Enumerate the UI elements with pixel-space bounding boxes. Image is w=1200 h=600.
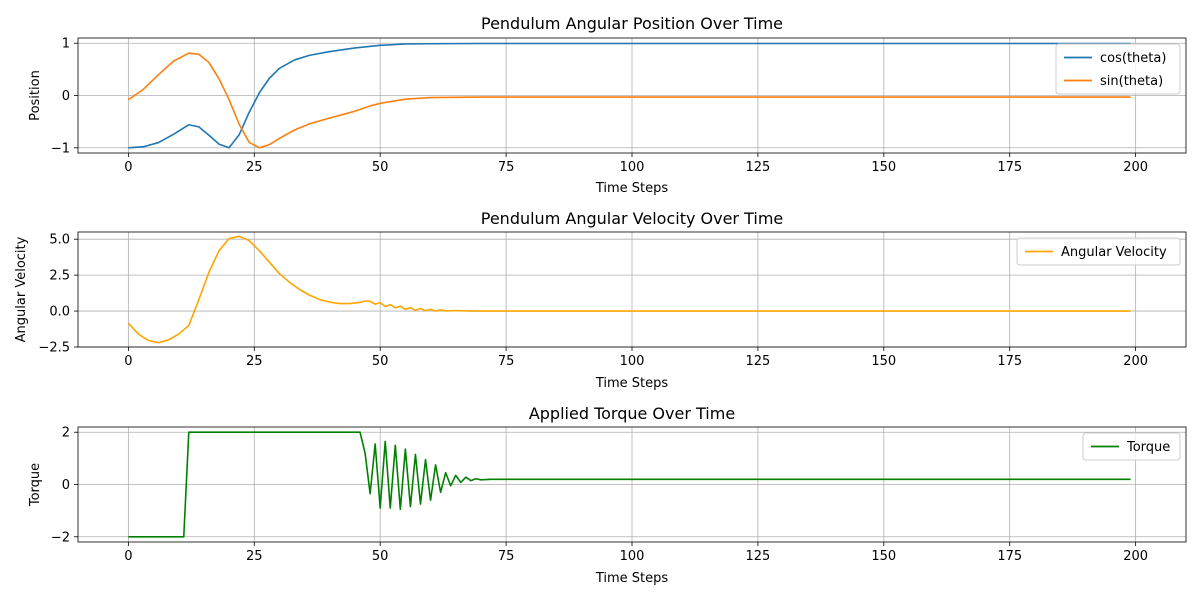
x-tick-label: 0 bbox=[124, 354, 132, 369]
x-tick-label: 150 bbox=[871, 160, 896, 175]
torque-chart-panel: 0 25 50 75 100 125 150 175 200 −2 0 2 Torque Applied… bbox=[28, 404, 1187, 586]
x-tick-label: 0 bbox=[124, 160, 132, 175]
x-tick-label: 175 bbox=[997, 354, 1022, 369]
y-axis-label: Angular Velocity bbox=[14, 236, 29, 342]
x-tick-label: 100 bbox=[620, 354, 645, 369]
x-tick-label: 200 bbox=[1123, 354, 1148, 369]
x-axis-label: Time Steps bbox=[595, 181, 669, 196]
x-tick-label: 50 bbox=[372, 549, 389, 564]
x-tick-label: 175 bbox=[997, 160, 1022, 175]
x-tick-label: 75 bbox=[498, 354, 515, 369]
x-tick-label: 50 bbox=[372, 354, 389, 369]
x-tick-label: 100 bbox=[620, 549, 645, 564]
x-tick-label: 75 bbox=[498, 160, 515, 175]
x-tick-label: 175 bbox=[997, 549, 1022, 564]
x-tick-label: 25 bbox=[246, 549, 263, 564]
x-tick-label: 200 bbox=[1123, 160, 1148, 175]
chart-title: Pendulum Angular Position Over Time bbox=[481, 14, 783, 33]
x-axis-label: Time Steps bbox=[595, 376, 669, 391]
x-tick-label: 75 bbox=[498, 549, 515, 564]
x-tick-label: 100 bbox=[620, 160, 645, 175]
y-axis-label: Position bbox=[28, 70, 43, 121]
legend-frame bbox=[1016, 237, 1181, 266]
y-axis-label: Torque bbox=[28, 463, 43, 507]
y-tick-label: 0 bbox=[62, 478, 70, 493]
legend-label: Torque bbox=[1126, 440, 1170, 455]
chart-title: Pendulum Angular Velocity Over Time bbox=[481, 209, 784, 228]
y-tick-label: −2 bbox=[51, 530, 70, 545]
x-tick-label: 150 bbox=[871, 549, 896, 564]
legend-frame bbox=[1082, 432, 1181, 461]
legend-label: cos(theta) bbox=[1100, 51, 1166, 66]
y-tick-label: 2 bbox=[62, 426, 70, 441]
x-axis-label: Time Steps bbox=[595, 571, 669, 586]
plot-area: 0 25 50 75 100 125 150 175 200 −2.5 0.0 2.5 5.0 Angul… bbox=[38, 231, 1187, 369]
y-tick-label: 5.0 bbox=[49, 233, 70, 248]
y-tick-label: −1 bbox=[51, 141, 70, 156]
legend-label: Angular Velocity bbox=[1061, 245, 1167, 260]
y-tick-label: 2.5 bbox=[49, 269, 70, 284]
x-tick-label: 50 bbox=[372, 160, 389, 175]
legend: cos(theta) sin(theta) bbox=[1055, 43, 1181, 95]
x-tick-label: 25 bbox=[246, 160, 263, 175]
legend: Torque bbox=[1082, 432, 1181, 461]
y-tick-label: −2.5 bbox=[38, 341, 70, 356]
series-line bbox=[127, 235, 1131, 344]
velocity-chart-panel: 0 25 50 75 100 125 150 175 200 −2.5 0.0 2.5 5.0 Angul… bbox=[14, 209, 1187, 391]
x-tick-label: 125 bbox=[745, 160, 770, 175]
legend: Angular Velocity bbox=[1016, 237, 1181, 266]
x-tick-label: 125 bbox=[745, 549, 770, 564]
position-chart-panel: 0 25 50 75 100 125 150 175 200 −1 0 1 cos(theta) sin(… bbox=[28, 14, 1187, 196]
y-tick-label: 1 bbox=[62, 37, 70, 52]
y-tick-label: 0 bbox=[62, 89, 70, 104]
plot-area: 0 25 50 75 100 125 150 175 200 −2 0 2 Torque bbox=[51, 426, 1187, 564]
x-tick-label: 25 bbox=[246, 354, 263, 369]
chart-title: Applied Torque Over Time bbox=[529, 404, 735, 423]
series-line bbox=[128, 42, 1131, 149]
x-tick-label: 125 bbox=[745, 354, 770, 369]
legend-frame bbox=[1055, 43, 1181, 95]
y-tick-label: 0.0 bbox=[49, 305, 70, 320]
x-tick-label: 150 bbox=[871, 354, 896, 369]
series-line bbox=[127, 52, 1131, 149]
x-tick-label: 200 bbox=[1123, 549, 1148, 564]
legend-label: sin(theta) bbox=[1100, 74, 1163, 89]
series-line bbox=[128, 431, 1131, 538]
x-tick-label: 0 bbox=[124, 549, 132, 564]
plot-area: 0 25 50 75 100 125 150 175 200 −1 0 1 cos(theta) sin(… bbox=[51, 37, 1187, 175]
